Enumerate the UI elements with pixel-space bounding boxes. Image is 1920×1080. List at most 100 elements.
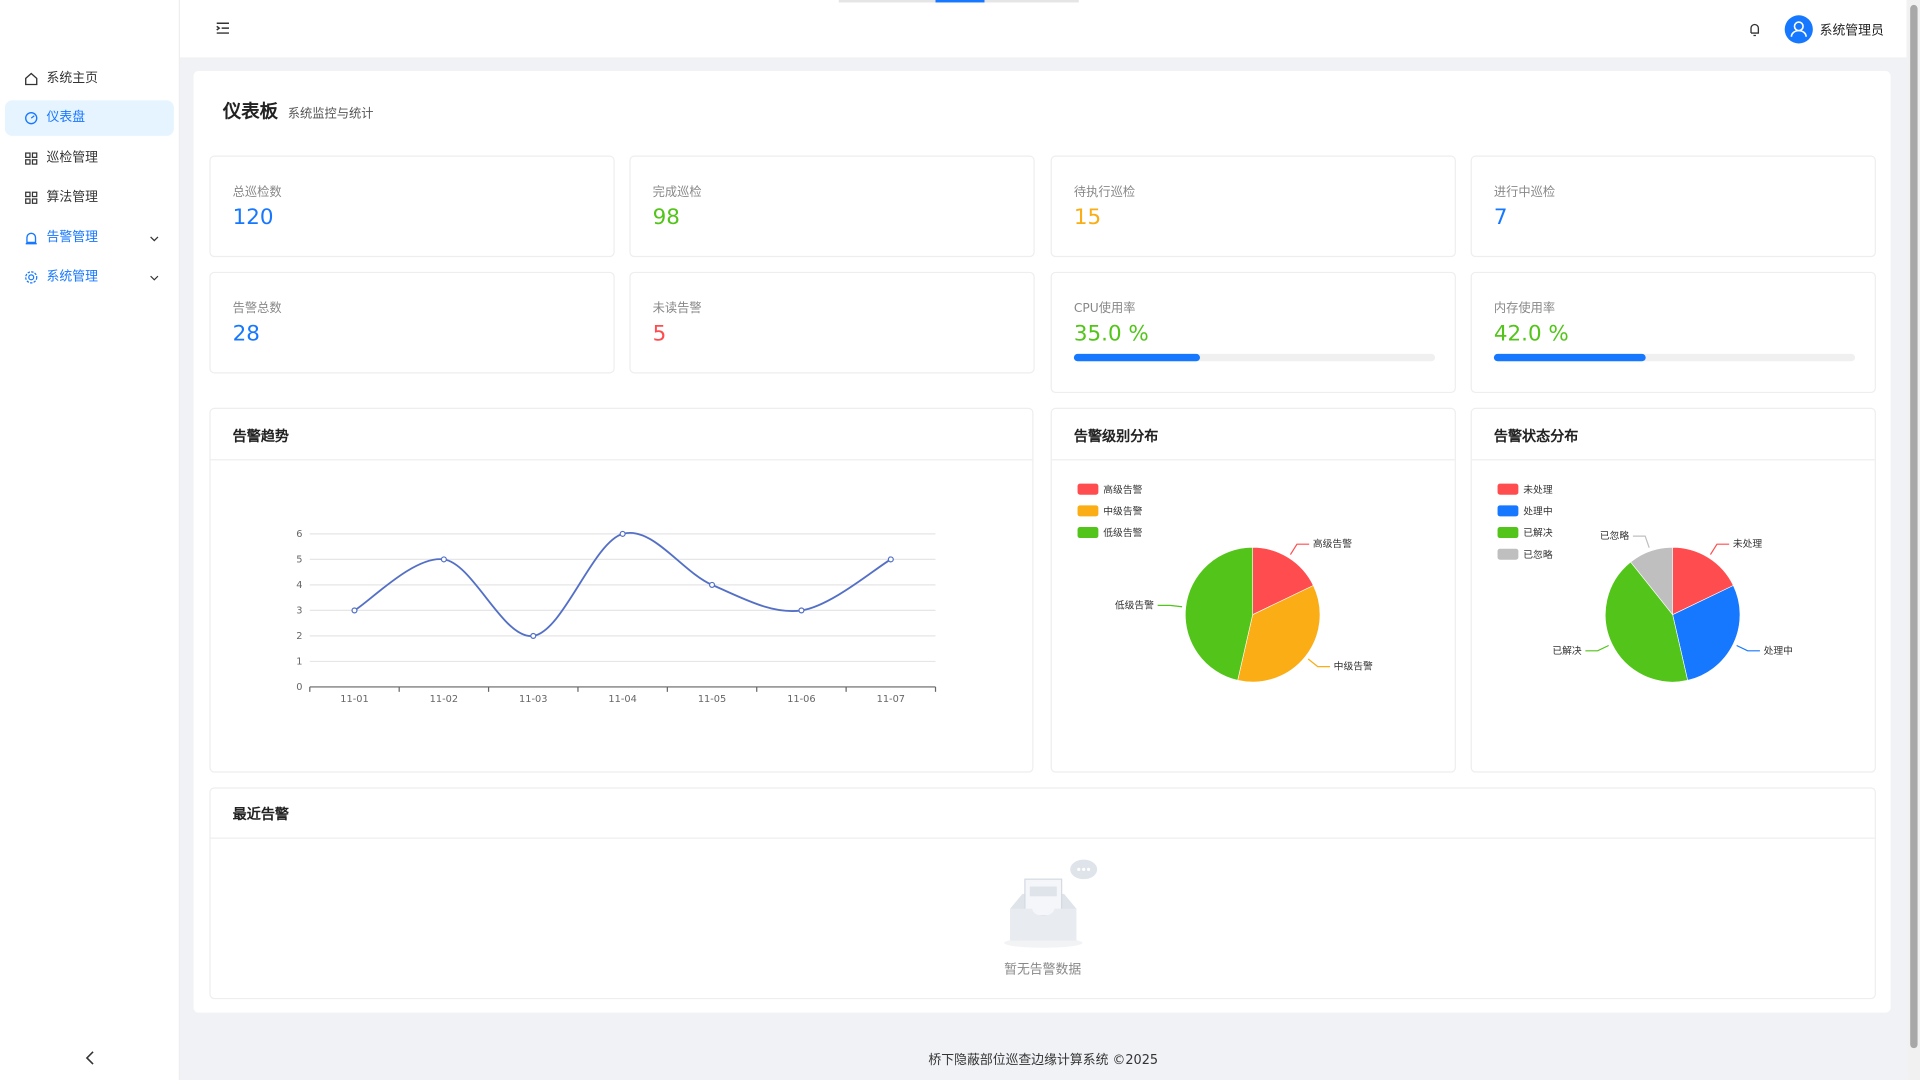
point [440, 556, 447, 563]
menu-label: 算法管理 [46, 190, 98, 205]
menu: 系统主页仪表盘巡检管理算法管理告警管理系统管理 [0, 61, 179, 306]
x-tick-label: 11-04 [608, 694, 636, 705]
header: 系统管理员 [180, 0, 1907, 59]
stat-label: 进行中巡检 [1493, 186, 1556, 200]
stat-card: 总巡检数 120 [209, 155, 615, 258]
menu-icon [25, 112, 38, 125]
sidebar: 系统主页仪表盘巡检管理算法管理告警管理系统管理 [0, 0, 180, 1080]
y-tick-label: 6 [296, 529, 302, 540]
point [887, 556, 894, 563]
label-line [1289, 543, 1310, 555]
x-tick-label: 11-01 [340, 694, 368, 705]
slice-label: 低级告警 [1115, 598, 1154, 611]
stat-card: 完成巡检 98 [629, 155, 1035, 258]
stat-value: 15 [1073, 205, 1102, 231]
stat-label: 未读告警 [652, 302, 702, 316]
legend-swatch [1077, 483, 1099, 495]
stat-value: 5 [652, 322, 667, 347]
pie-slice [1672, 547, 1734, 616]
stat-value: 42.0 % [1493, 322, 1569, 347]
stat-label: 待执行巡检 [1073, 186, 1136, 200]
menu-icon [25, 271, 38, 284]
card-title: 最近告警 [232, 805, 289, 823]
chevron [150, 236, 159, 241]
legend-swatch [1497, 548, 1519, 560]
menu-toggle[interactable] [216, 21, 231, 36]
stat-card: CPU使用率 35.0 % [1050, 271, 1456, 394]
empty-text: 暂无告警数据 [1004, 962, 1082, 978]
avatar[interactable] [1784, 15, 1813, 44]
menu-label: 巡检管理 [46, 150, 98, 166]
point [708, 581, 716, 588]
chart-title: 告警状态分布 [1493, 427, 1579, 445]
chart-card: 告警级别分布 高级告警 中级告警 低级告警 高级告警 中级告警 低级告警 [1050, 407, 1456, 773]
pie-slice [1672, 585, 1741, 681]
menu-item[interactable]: 系统主页 [5, 61, 174, 97]
stat-value: 35.0 % [1073, 322, 1149, 347]
collapse-button[interactable] [83, 1051, 98, 1066]
legend-label: 中级告警 [1103, 504, 1142, 517]
slice-label: 未处理 [1733, 538, 1763, 550]
x-tick-label: 11-07 [877, 694, 905, 705]
legend-label: 已解决 [1523, 526, 1553, 539]
menu-item[interactable]: 仪表盘 [4, 100, 174, 137]
pie-slice [1630, 547, 1673, 616]
stat-label: 总巡检数 [232, 186, 282, 200]
menu-item[interactable]: 告警管理 [5, 220, 174, 256]
y-tick-label: 5 [296, 554, 302, 565]
page-subtitle: 系统监控与统计 [287, 107, 374, 122]
pie-slice [1237, 585, 1321, 683]
menu-label: 仪表盘 [46, 110, 86, 126]
stat-value: 7 [1493, 205, 1508, 231]
y-tick-label: 4 [296, 580, 302, 591]
chevron [150, 275, 159, 281]
stat-card: 进行中巡检 7 [1470, 155, 1876, 258]
menu-item[interactable]: 算法管理 [5, 180, 174, 216]
notification-icon[interactable] [1749, 22, 1761, 37]
divider [210, 459, 1033, 461]
progress-track [1073, 353, 1436, 362]
label-line [1632, 535, 1650, 548]
divider [1051, 459, 1455, 461]
stat-label: 告警总数 [232, 302, 282, 316]
progress-bar [1073, 353, 1201, 362]
page-title: 仪表板 [222, 100, 278, 123]
y-tick-label: 0 [296, 682, 302, 693]
stat-value: 28 [232, 322, 260, 347]
scroll-thumb[interactable] [1910, 4, 1918, 1049]
x-tick-label: 11-03 [519, 694, 547, 705]
chart-card: 告警状态分布 未处理 处理中 已解决 已忽略 未处理 处理中 已解决 已忽略 [1470, 407, 1876, 773]
menu-icon [25, 72, 38, 86]
stat-label: 完成巡检 [652, 186, 702, 200]
slice-label: 处理中 [1764, 644, 1793, 657]
pie-slice [1605, 561, 1689, 683]
user-name[interactable]: 系统管理员 [1819, 23, 1884, 38]
menu-label: 告警管理 [46, 229, 98, 245]
point [530, 632, 537, 639]
stat-value: 120 [232, 205, 274, 231]
footer: 桥下隐蔽部位巡查边缘计算系统 ©2025 [928, 1053, 1159, 1068]
menu-item[interactable]: 巡检管理 [5, 141, 174, 177]
slice-label: 已解决 [1552, 644, 1582, 657]
x-tick-label: 11-02 [430, 694, 458, 705]
legend-swatch [1497, 505, 1519, 517]
legend-label: 高级告警 [1103, 483, 1142, 496]
slice-label: 高级告警 [1313, 537, 1352, 550]
stat-label: 内存使用率 [1493, 302, 1556, 316]
legend-swatch [1497, 527, 1519, 539]
menu-icon [25, 152, 38, 165]
stat-card: 待执行巡检 15 [1050, 155, 1456, 258]
divider [210, 837, 1875, 839]
recent-alerts-card: 最近告警 暂无告警数据 [209, 787, 1876, 1000]
legend-label: 未处理 [1523, 484, 1553, 496]
menu-item[interactable]: 系统管理 [5, 260, 174, 296]
x-tick-label: 11-05 [698, 694, 726, 705]
label-line [1157, 604, 1183, 608]
chart: 0 1 2 3 4 5 6 11-01 11-02 11-03 11-04 11-05 11-06 11-… [296, 529, 937, 705]
stat-value: 98 [652, 205, 680, 231]
pie-slice [1252, 547, 1314, 616]
